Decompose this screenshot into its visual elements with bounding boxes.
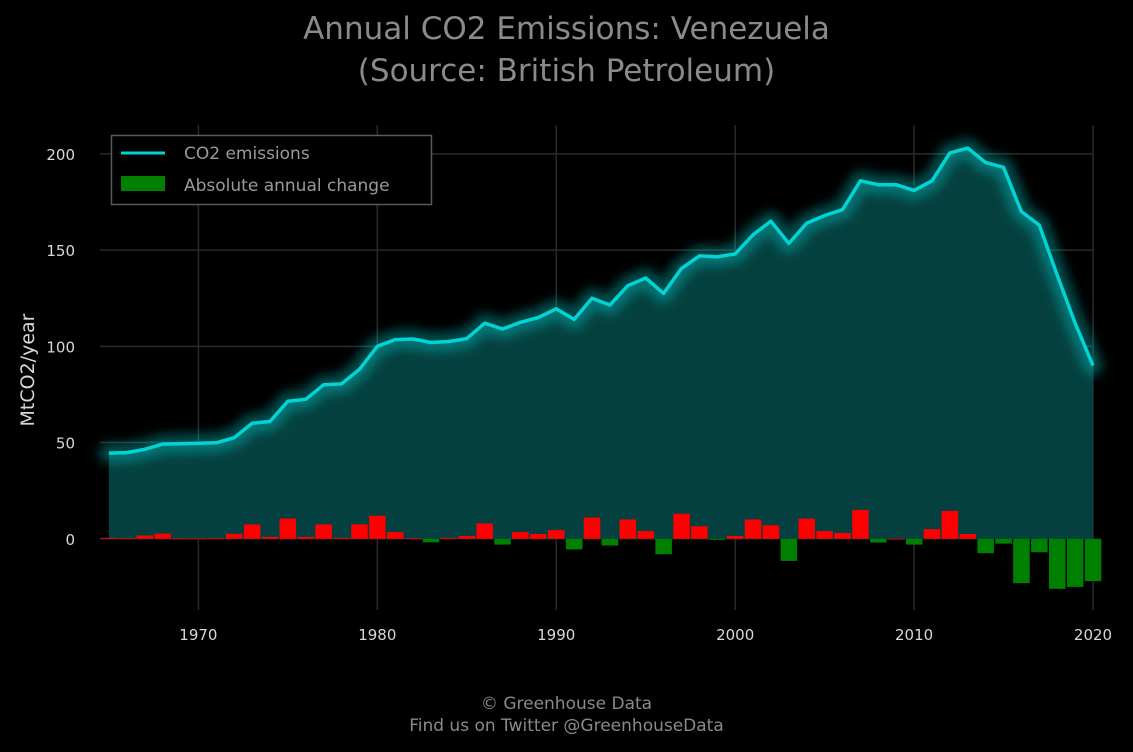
y-tick-label: 0: [65, 531, 75, 549]
change-bar-2010: [905, 538, 923, 545]
change-bar-1986: [476, 523, 493, 539]
legend-box: [110, 134, 433, 206]
change-bar-1965: [100, 537, 118, 539]
change-bar-2011: [923, 529, 941, 539]
change-bar-1991: [565, 538, 583, 550]
y-tick-label: 150: [46, 242, 75, 260]
footer-copyright: © Greenhouse Data: [480, 694, 653, 714]
x-tick-label: 2000: [716, 626, 754, 644]
x-axis-ticks: 1970 1980 1990 2000 2010 2020: [179, 626, 1112, 644]
change-bar-1979: [351, 524, 368, 539]
change-bar-2020: [1084, 538, 1102, 582]
y-tick-label: 100: [46, 338, 75, 356]
change-bar-2008: [870, 538, 887, 543]
change-bar-1980: [369, 515, 386, 539]
chart-title-line-2: (Source: British Petroleum): [357, 53, 776, 89]
change-bar-1967: [136, 535, 153, 539]
x-tick-label: 2010: [895, 626, 933, 644]
change-bar-1966: [118, 538, 136, 539]
change-bar-1974: [261, 536, 279, 539]
change-bar-1970: [190, 538, 207, 540]
change-bar-1976: [297, 536, 314, 539]
change-bar-2012: [941, 510, 959, 539]
change-bar-2003: [780, 538, 798, 561]
legend-bar-swatch: [121, 176, 165, 191]
emissions-line: [108, 146, 1095, 455]
change-bar-1992: [583, 517, 601, 539]
change-bar-2004: [798, 518, 815, 539]
change-bar-1982: [404, 538, 422, 539]
change-bar-1968: [154, 533, 171, 539]
emissions-area-fill: [108, 148, 1093, 539]
x-tick-label: 1980: [358, 626, 396, 644]
change-bar-2017: [1031, 538, 1048, 553]
y-tick-label: 200: [46, 146, 75, 164]
change-bar-1984: [440, 537, 458, 539]
change-bar-1988: [512, 532, 529, 539]
x-tick-label: 1970: [179, 626, 217, 644]
change-bar-1987: [494, 538, 511, 545]
change-bar-2007: [852, 509, 869, 539]
x-tick-label: 2020: [1074, 626, 1112, 644]
change-bar-1972: [226, 533, 243, 539]
change-bar-2015: [995, 538, 1012, 544]
change-bar-2019: [1066, 538, 1084, 587]
change-bar-2001: [744, 519, 762, 539]
change-bar-1989: [530, 534, 547, 539]
change-bar-2006: [834, 533, 851, 539]
change-bar-2014: [977, 538, 994, 554]
change-bar-1973: [243, 524, 261, 539]
change-bar-1983: [422, 538, 440, 543]
change-bar-1975: [279, 518, 297, 539]
y-tick-label: 50: [56, 435, 75, 453]
change-bar-2009: [888, 538, 905, 540]
change-bar-2013: [959, 534, 976, 539]
legend-label-emissions: CO2 emissions: [184, 144, 310, 164]
change-bar-1990: [548, 530, 565, 539]
change-bar-1971: [208, 538, 225, 539]
change-bar-1994: [619, 519, 637, 539]
y-axis-ticks: 0 50 100 150 200: [46, 146, 75, 549]
change-bar-2002: [762, 525, 780, 539]
change-bar-1969: [172, 538, 189, 540]
change-bar-2005: [816, 531, 833, 539]
chart-title-line-1: Annual CO2 Emissions: Venezuela: [303, 11, 830, 47]
change-bar-1978: [333, 537, 350, 539]
change-bar-1997: [673, 513, 690, 539]
x-tick-label: 1990: [537, 626, 575, 644]
y-axis-label: MtCO2/year: [17, 313, 39, 426]
change-bar-1985: [458, 535, 476, 539]
change-bar-1999: [709, 538, 726, 540]
change-bar-1981: [387, 532, 404, 539]
legend-label-change: Absolute annual change: [184, 176, 390, 196]
change-bar-2018: [1049, 538, 1066, 589]
annual-change-bars: [100, 509, 1102, 589]
change-bar-1995: [637, 531, 654, 539]
change-bar-1993: [601, 538, 619, 546]
change-bar-1977: [315, 524, 332, 539]
change-bar-2000: [726, 535, 744, 539]
change-bar-2016: [1013, 538, 1030, 584]
change-bar-1996: [655, 538, 672, 555]
legend: CO2 emissions Absolute annual change: [110, 134, 433, 206]
footer-twitter: Find us on Twitter @GreenhouseData: [409, 716, 724, 736]
co2-chart: 1970 1980 1990 2000 2010 2020 0 50 100 150 200 Mt…: [17, 125, 1112, 644]
change-bar-1998: [691, 526, 708, 539]
